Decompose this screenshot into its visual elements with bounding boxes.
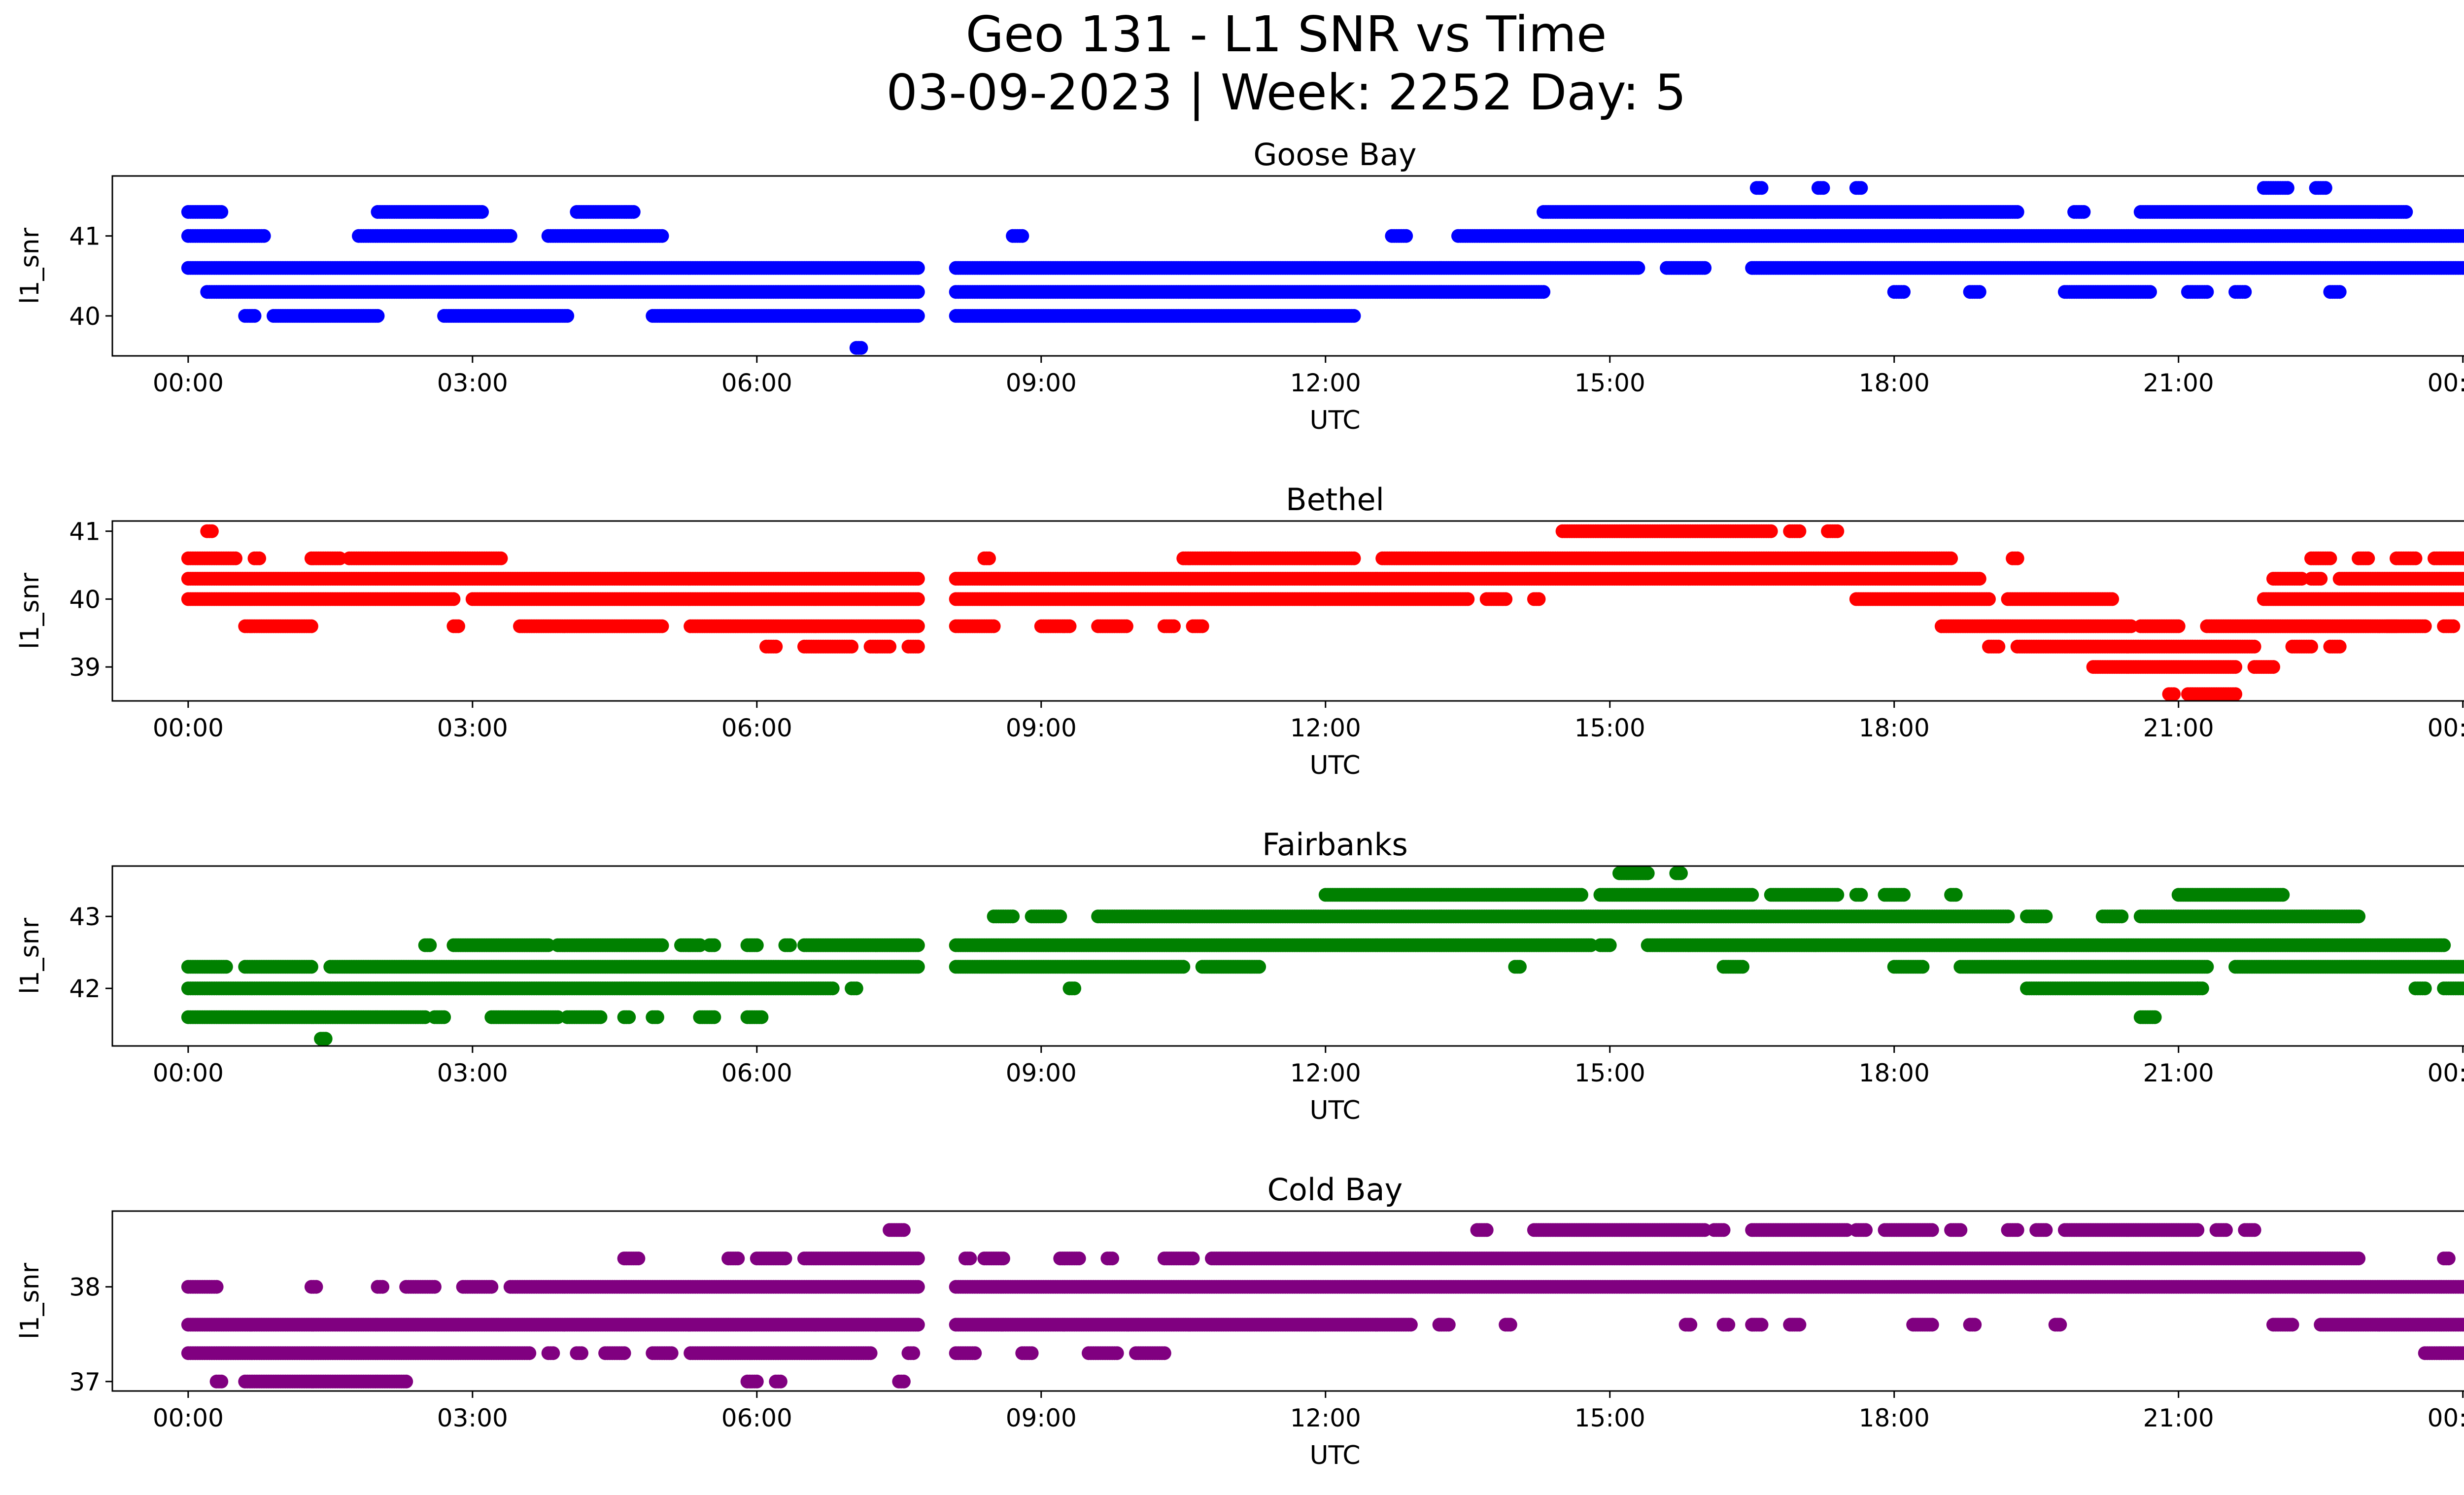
data-point [1015,229,1029,243]
data-point [2408,551,2423,565]
data-point [1792,524,1807,538]
data-point [2323,551,2337,565]
data-point [1754,181,1769,195]
data-point [2399,205,2413,219]
x-tick-label: 18:00 [1859,369,1930,397]
data-point [560,309,575,323]
data-point [1972,285,1986,299]
data-point [252,551,267,565]
data-point [214,205,229,219]
x-tick-label: 09:00 [1006,369,1077,397]
data-point [2010,205,2024,219]
data-point [911,592,925,606]
data-point [2332,285,2347,299]
data-point [2456,229,2464,243]
data-point [1698,261,1712,275]
x-tick-label: 15:00 [1574,369,1645,397]
data-point [2077,205,2091,219]
data-point [247,309,262,323]
x-tick-label: 21:00 [2143,369,2214,397]
data-point [1972,572,1986,586]
data-point [1399,229,1413,243]
data-point [1830,524,1845,538]
x-tick-label: 06:00 [721,369,792,397]
data-point [655,229,669,243]
data-point [982,551,996,565]
data-point [446,592,461,606]
data-point [494,551,508,565]
data-point [1944,551,1958,565]
data-point [371,309,385,323]
data-point [911,572,925,586]
data-point [229,551,242,565]
data-point [2318,181,2332,195]
data-point [1347,309,1361,323]
data-point [1816,181,1830,195]
data-point [2143,285,2157,299]
data-point [2200,285,2214,299]
y-axis-label: l1_snr [15,227,45,304]
y-tick-label: 40 [69,302,101,331]
data-point [2314,572,2328,586]
x-tick-label: 03:00 [437,369,508,397]
subplot: Goose Bay 00:00 03:00 06:00 09:00 12:00 15:00 1… [15,137,2464,435]
data-point [2280,181,2294,195]
data-point [1347,551,1361,565]
subplots: Goose Bay 00:00 03:00 06:00 09:00 12:00 15:00 1… [15,137,2464,1470]
data-point [1537,285,1551,299]
x-tick-label: 12:00 [1290,369,1361,397]
data-point [1461,592,1475,606]
x-axis-label: UTC [1309,406,1360,435]
data-point [1499,592,1513,606]
data-point [1764,524,1778,538]
x-tick-label: 00:00 [153,369,224,397]
data-point [2238,285,2252,299]
data-point [1532,592,1546,606]
data-point [2105,592,2120,606]
figure-title-line1: Geo 131 - L1 SNR vs Time [966,5,1607,63]
data-point [205,524,219,538]
subplot-title: Goose Bay [1253,137,1416,173]
data-point [626,205,641,219]
data-point [503,229,517,243]
data-point [2361,551,2375,565]
data-series [181,181,2464,355]
data-point [475,205,489,219]
subplot-title: Bethel [1286,482,1384,518]
data-point [911,261,925,275]
data-point [1631,261,1645,275]
data-point [257,229,271,243]
data-point [911,309,925,323]
data-point [1897,285,1911,299]
x-tick-label: 00:00 [2428,369,2464,397]
data-point [1854,181,1868,195]
y-tick-label: 41 [69,222,101,251]
data-point [1982,592,1996,606]
data-point [854,341,868,355]
figure-title-line2: 03-09-2023 | Week: 2252 Day: 5 [886,64,1686,121]
data-point [911,285,925,299]
